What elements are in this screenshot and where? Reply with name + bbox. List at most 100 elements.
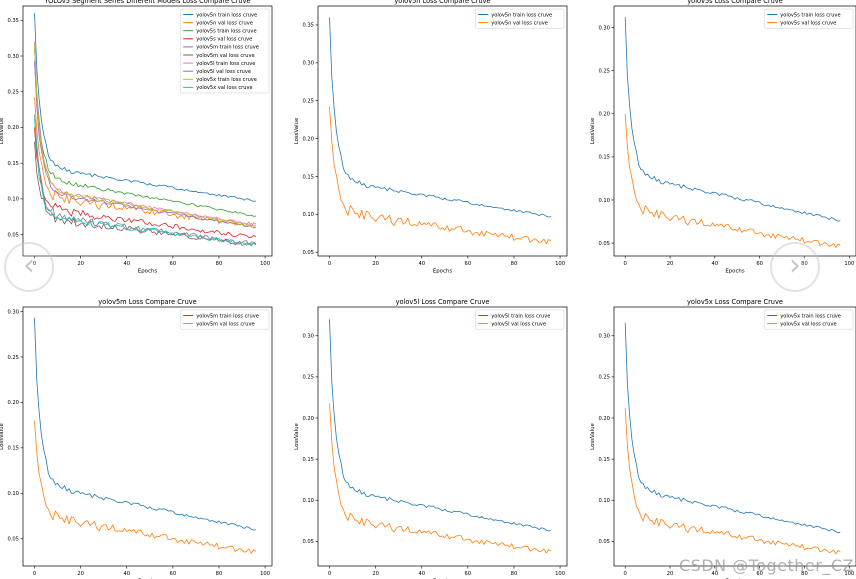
y-tick-label: 0.15: [7, 161, 19, 167]
y-tick-label: 0.20: [302, 136, 314, 142]
y-tick-label: 0.25: [598, 375, 610, 381]
y-tick-label: 0.30: [598, 334, 610, 340]
x-tick-label: 20: [77, 571, 84, 577]
x-tick-label: 0: [624, 571, 627, 577]
series-group: [624, 322, 841, 555]
legend-label: yolov5x val loss cruve: [196, 85, 252, 91]
legend-label: yolov5l val loss cruve: [491, 321, 546, 327]
y-tick-label: 0.05: [7, 537, 19, 543]
x-tick-label: 0: [33, 571, 36, 577]
y-tick-label: 0.25: [598, 68, 610, 74]
legend-label: yolov5s train loss cruve: [780, 12, 840, 18]
x-tick-label: 0: [624, 261, 627, 267]
y-tick-label: 0.30: [7, 54, 19, 60]
prev-image-button[interactable]: ‹: [4, 242, 54, 292]
y-tick-label: 0.25: [7, 90, 19, 96]
legend-label: yolov5n train loss cruve: [491, 12, 552, 18]
y-tick-label: 0.05: [598, 539, 610, 545]
legend-label: yolov5m train loss cruve: [196, 313, 259, 319]
chart-title: yolov5s Loss Compare Cruve: [687, 0, 782, 5]
legend-label: yolov5s val loss cruve: [780, 20, 836, 26]
y-tick-label: 0.05: [7, 232, 19, 238]
x-tick-label: 100: [555, 261, 565, 267]
series-group: [34, 13, 257, 247]
legend-label: yolov5s val loss cruve: [196, 37, 252, 43]
y-tick-label: 0.30: [302, 334, 314, 340]
y-axis-label: LossValue: [294, 117, 300, 144]
y-tick-label: 0.25: [7, 355, 19, 361]
plot-frame: [613, 5, 856, 257]
x-tick-label: 20: [372, 261, 379, 267]
x-tick-label: 20: [77, 261, 84, 267]
x-tick-label: 80: [216, 261, 223, 267]
legend-label: yolov5n train loss cruve: [196, 12, 257, 18]
y-tick-label: 0.15: [7, 446, 19, 452]
legend-box: [179, 8, 270, 94]
legend-box: [474, 8, 565, 29]
x-tick-label: 100: [844, 261, 854, 267]
x-tick-label: 60: [465, 261, 472, 267]
series-line-5: [34, 60, 256, 229]
series-line-8: [34, 114, 257, 246]
series-line-2: [34, 97, 257, 227]
chevron-left-icon: ‹: [23, 248, 35, 283]
y-tick-label: 0.05: [302, 250, 314, 256]
legend-label: yolov5n val loss cruve: [491, 20, 548, 26]
legend-box: [763, 309, 854, 330]
legend-label: yolov5s train loss cruve: [196, 29, 256, 35]
chart-title: yolov5n Loss Compare Cruve: [394, 0, 490, 5]
y-tick-label: 0.15: [302, 174, 314, 180]
legend-label: yolov5x val loss cruve: [780, 321, 836, 327]
plot-frame: [317, 306, 568, 567]
series-group: [329, 17, 552, 245]
legend: yolov5n train loss cruve yolov5n val loss…: [179, 8, 270, 94]
y-axis-label: LossValue: [590, 117, 596, 144]
series-line-1: [329, 17, 551, 218]
y-tick-label: 0.10: [7, 197, 19, 203]
series-line-1: [34, 317, 256, 531]
series-group: [624, 17, 841, 248]
x-tick-label: 80: [801, 571, 808, 577]
y-tick-label: 0.15: [598, 155, 610, 161]
x-tick-label: 100: [260, 571, 270, 577]
legend-box: [763, 8, 854, 29]
x-tick-label: 100: [844, 571, 854, 577]
x-axis-label: Epochs: [138, 269, 158, 275]
x-tick-label: 100: [260, 261, 270, 267]
series-line-2: [624, 408, 841, 555]
legend: yolov5s train loss cruve yolov5s val loss…: [763, 8, 854, 29]
legend-label: yolov5l val loss cruve: [196, 69, 251, 75]
y-tick-label: 0.15: [598, 457, 610, 463]
y-tick-label: 0.05: [302, 539, 314, 545]
legend-label: yolov5x train loss cruve: [780, 313, 841, 319]
series-line-1: [34, 13, 256, 202]
series-group: [34, 317, 257, 554]
y-axis-label: LossValue: [0, 423, 5, 450]
y-tick-label: 0.10: [302, 498, 314, 504]
chart-panel-1: YOLOv5 Segment Series Different Models L…: [0, 0, 273, 275]
legend-label: yolov5n val loss cruve: [196, 20, 253, 26]
y-tick-label: 0.20: [598, 112, 610, 118]
y-tick-label: 0.10: [7, 491, 19, 497]
x-axis-label: Epochs: [433, 269, 453, 275]
chart-panel-5: yolov5l Loss Compare Cruve 0 20 40 60 80 100 0.…: [294, 298, 568, 579]
x-tick-label: 0: [328, 261, 331, 267]
next-image-button[interactable]: ›: [770, 242, 820, 292]
legend-box: [179, 309, 270, 330]
legend-label: yolov5x train loss cruve: [196, 77, 257, 83]
x-axis-label: Epochs: [725, 269, 745, 275]
chart-title: YOLOv5 Segment Series Different Models L…: [43, 0, 250, 5]
y-tick-label: 0.30: [7, 309, 19, 315]
legend: yolov5x train loss cruve yolov5x val loss…: [763, 309, 854, 330]
legend-label: yolov5m train loss cruve: [196, 45, 259, 51]
y-tick-label: 0.35: [7, 18, 19, 24]
series-line-3: [34, 48, 256, 217]
x-tick-label: 80: [216, 571, 223, 577]
legend-label: yolov5l train loss cruve: [196, 61, 255, 67]
chart-title: yolov5l Loss Compare Cruve: [396, 298, 490, 306]
y-tick-label: 0.25: [302, 98, 314, 104]
y-tick-label: 0.30: [302, 61, 314, 67]
plot-frame: [22, 306, 273, 567]
watermark-text: CSDN @Together_CZ: [678, 556, 854, 575]
y-tick-label: 0.20: [302, 416, 314, 422]
